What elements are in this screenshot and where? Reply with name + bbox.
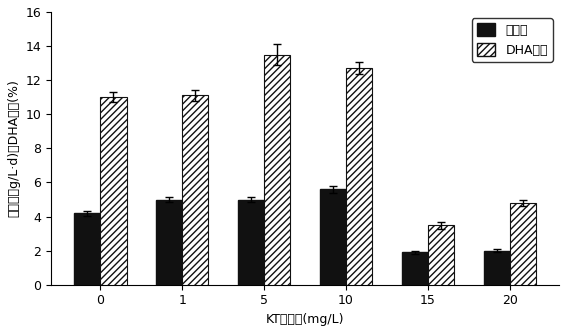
Bar bbox=[238, 199, 264, 285]
Bar bbox=[100, 97, 127, 285]
Bar bbox=[483, 251, 510, 285]
Y-axis label: 生物量（g/L·d)和DHA含量(%): 生物量（g/L·d)和DHA含量(%) bbox=[7, 80, 20, 217]
Bar bbox=[320, 189, 346, 285]
Bar bbox=[156, 199, 182, 285]
Bar bbox=[264, 55, 290, 285]
Bar bbox=[74, 213, 100, 285]
Legend: 生物量, DHA含量: 生物量, DHA含量 bbox=[471, 18, 553, 62]
Bar bbox=[182, 96, 208, 285]
X-axis label: KT添加量(mg/L): KT添加量(mg/L) bbox=[266, 313, 344, 326]
Bar bbox=[402, 252, 428, 285]
Bar bbox=[346, 68, 372, 285]
Bar bbox=[510, 203, 536, 285]
Bar bbox=[428, 225, 454, 285]
